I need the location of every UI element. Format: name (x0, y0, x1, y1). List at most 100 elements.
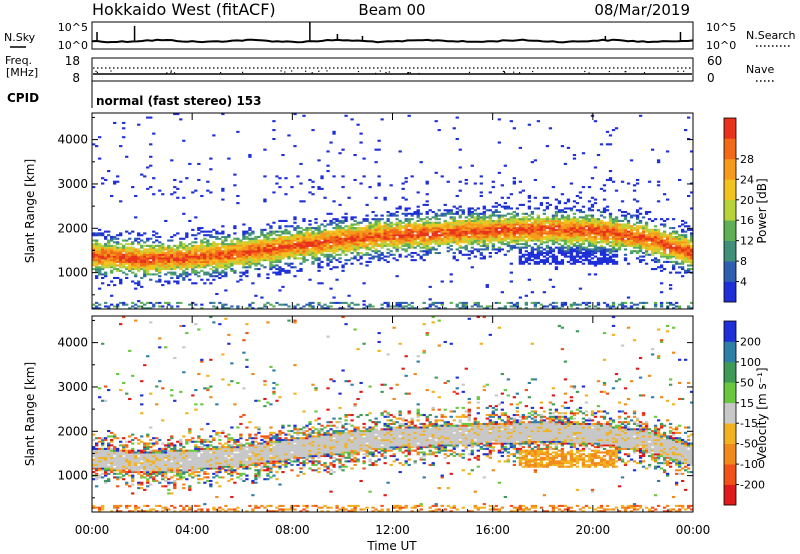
velocity-cell (125, 467, 129, 470)
power-cell (353, 234, 357, 237)
power-cell (92, 234, 96, 237)
power-cell (440, 228, 444, 231)
power-cell (656, 243, 661, 246)
power-cell (602, 209, 607, 212)
power-cell (413, 307, 417, 310)
power-cell (233, 173, 237, 176)
power-cell (179, 253, 183, 256)
power-cell (581, 228, 586, 231)
power-cell (632, 250, 637, 253)
velocity-cell (92, 446, 96, 449)
power-cell (191, 301, 195, 304)
power-cell (305, 251, 309, 255)
power-cell (206, 239, 210, 242)
power-cell (272, 129, 276, 132)
velocity-cell (98, 387, 102, 390)
power-cell (641, 259, 646, 262)
power-cell (341, 243, 345, 246)
velocity-cell (116, 476, 120, 479)
power-cell (674, 257, 679, 260)
power-cell (428, 303, 432, 306)
power-cell (377, 223, 381, 226)
power-cell (452, 227, 456, 230)
power-cell (500, 219, 504, 222)
power-cell (566, 230, 571, 233)
power-cell (131, 243, 135, 246)
power-cell (182, 276, 186, 280)
power-cell (233, 232, 237, 235)
power-cell (263, 253, 267, 256)
power-cell (587, 250, 592, 253)
power-cell (440, 225, 444, 228)
power-cell (518, 232, 523, 235)
power-cell (377, 184, 381, 187)
power-cell (674, 244, 679, 247)
power-cell (629, 250, 634, 253)
power-cell (683, 129, 688, 132)
power-cell (332, 227, 336, 230)
power-cell (506, 219, 510, 222)
power-cell (281, 241, 285, 244)
power-cell (563, 239, 568, 242)
power-cell (452, 216, 456, 219)
power-cell (584, 251, 589, 255)
power-cell (149, 186, 153, 189)
velocity-cell (98, 396, 102, 399)
power-cell (461, 237, 465, 240)
power-cell (212, 246, 216, 249)
power-cell (197, 248, 201, 251)
power-cell (320, 244, 324, 247)
power-cell (380, 253, 384, 256)
power-cell (449, 301, 453, 304)
power-cell (284, 243, 288, 246)
power-cell (527, 219, 532, 222)
power-cell (338, 230, 342, 233)
power-cell (560, 225, 565, 228)
power-cell (212, 235, 216, 239)
power-cell (140, 285, 144, 288)
power-cell (179, 251, 183, 255)
power-cell (98, 266, 102, 269)
power-cell (263, 175, 267, 178)
power-cell (635, 244, 640, 247)
power-cell (158, 278, 162, 281)
power-cell (296, 234, 300, 237)
power-cell (632, 241, 637, 244)
power-cell (599, 187, 604, 190)
power-cell (644, 301, 649, 304)
power-cell (542, 227, 547, 230)
power-cell (254, 246, 258, 249)
power-cell (374, 228, 378, 231)
power-cell (545, 202, 550, 205)
power-cell (236, 259, 240, 262)
power-cell (128, 264, 132, 267)
power-cell (647, 211, 652, 214)
power-cell (665, 234, 670, 237)
freq-dot (643, 72, 646, 74)
power-cell (671, 303, 676, 306)
power-cell (596, 262, 601, 265)
power-cell (155, 255, 159, 258)
freq-dot (385, 71, 387, 74)
power-cell (602, 257, 607, 260)
power-cell (251, 246, 255, 249)
power-cell (668, 301, 673, 304)
power-cell (449, 235, 453, 239)
power-cell (389, 234, 393, 237)
power-cell (428, 241, 432, 244)
power-cell (506, 241, 510, 244)
power-cell (551, 218, 556, 221)
power-cell (236, 202, 240, 205)
power-cell (608, 248, 613, 251)
power-cell (680, 259, 685, 262)
power-cell (161, 259, 165, 262)
power-cell (170, 268, 174, 271)
power-cell (260, 230, 264, 233)
velocity-cell (95, 467, 99, 470)
power-cell (170, 239, 174, 242)
power-cell (608, 259, 613, 262)
power-cell (137, 257, 141, 260)
power-cell (437, 214, 441, 217)
velocity-cell (92, 438, 96, 442)
power-cell (293, 275, 297, 278)
